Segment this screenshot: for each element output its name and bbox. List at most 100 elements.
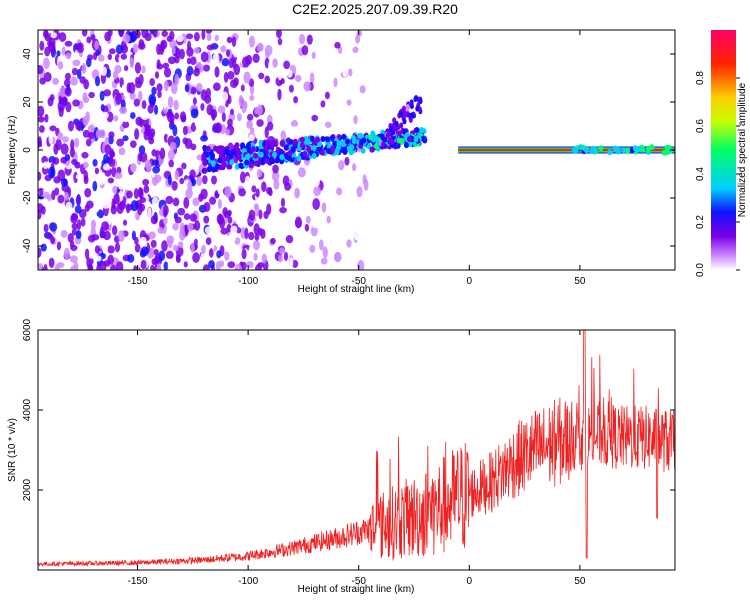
- heat-cell: [253, 152, 259, 159]
- heat-cell: [57, 61, 64, 70]
- heat-cell: [122, 219, 128, 226]
- heat-cell: [197, 239, 203, 248]
- heat-cell: [244, 227, 249, 240]
- heat-cell: [70, 76, 78, 86]
- heat-cell: [299, 33, 306, 45]
- heat-cell: [147, 207, 152, 219]
- heat-cell: [112, 185, 118, 194]
- heat-cell: [278, 148, 284, 155]
- heat-cell: [187, 40, 192, 51]
- heat-cell: [211, 166, 217, 173]
- heat-cell: [200, 89, 208, 101]
- heat-cell: [280, 130, 287, 141]
- heat-cell: [310, 225, 318, 237]
- heat-cell: [137, 187, 143, 199]
- heat-cell: [134, 243, 141, 253]
- heat-cell: [326, 215, 331, 224]
- heat-cell: [165, 195, 174, 205]
- heat-cell: [256, 168, 263, 178]
- heat-cell: [206, 104, 214, 116]
- heat-cell: [57, 194, 65, 204]
- x-tick-label: 50: [574, 576, 586, 587]
- heat-cell: [183, 213, 191, 220]
- heat-cell: [337, 200, 346, 210]
- x-tick-label: -50: [351, 576, 366, 587]
- heat-cell: [245, 54, 253, 65]
- heat-cell: [227, 209, 232, 217]
- heat-cell: [178, 260, 183, 269]
- heat-cell: [87, 131, 96, 140]
- heat-cell: [573, 147, 579, 154]
- heat-cell: [248, 161, 254, 168]
- heat-cell: [76, 68, 82, 80]
- heat-cell: [42, 30, 49, 39]
- heat-cell: [355, 208, 361, 221]
- heat-cell: [274, 157, 280, 164]
- heat-cell: [283, 60, 291, 70]
- heat-cell: [152, 30, 158, 38]
- y-tick-label: 0: [22, 147, 33, 153]
- heat-cell: [83, 170, 89, 182]
- spectrogram-ticks: -150 -100 -50 0 50 -40 -20 0 20 40: [22, 30, 675, 287]
- heat-cell: [621, 147, 627, 154]
- heat-cell: [228, 87, 236, 97]
- heat-cell: [151, 177, 159, 186]
- heat-cell: [264, 75, 271, 84]
- heat-cell: [60, 178, 68, 187]
- heat-cell: [236, 154, 242, 161]
- heat-cell: [287, 149, 293, 156]
- heat-cell: [163, 80, 169, 92]
- heat-cell: [625, 147, 631, 154]
- heat-cell: [163, 133, 169, 143]
- heat-cell: [302, 119, 310, 132]
- heat-cell: [38, 125, 45, 133]
- heat-cell: [192, 197, 200, 207]
- heat-cell: [268, 157, 274, 164]
- heat-cell: [169, 118, 175, 127]
- heat-cell: [95, 49, 100, 57]
- heat-cell: [199, 63, 204, 74]
- heat-cell: [158, 67, 163, 77]
- heat-cell: [258, 209, 263, 220]
- heat-cell: [284, 182, 291, 191]
- heat-cell: [329, 249, 334, 257]
- heat-cell: [71, 67, 79, 76]
- heat-cell: [252, 53, 260, 63]
- heat-cell: [310, 263, 317, 270]
- heat-cell: [102, 242, 108, 254]
- heat-cell: [103, 260, 111, 267]
- heat-cell: [126, 190, 133, 199]
- heat-cell: [263, 144, 269, 151]
- heat-cell: [56, 50, 61, 57]
- heat-cell: [321, 202, 327, 213]
- heat-cell: [403, 111, 408, 118]
- heat-cell: [160, 40, 165, 53]
- heat-cell: [109, 48, 116, 55]
- heat-cell: [38, 89, 43, 99]
- heat-cell: [71, 228, 77, 236]
- x-tick-label: -100: [238, 276, 258, 287]
- heat-cell: [355, 34, 361, 44]
- heat-cell: [272, 151, 278, 158]
- x-tick-label: 50: [574, 276, 586, 287]
- heat-cell: [205, 145, 211, 152]
- spectrogram-ylabel: Frequency (Hz): [7, 116, 18, 185]
- heat-cell: [38, 247, 42, 258]
- heat-cell: [179, 229, 186, 241]
- heat-cell: [83, 79, 90, 90]
- heat-cell: [220, 227, 229, 235]
- heat-cell: [264, 126, 269, 139]
- heat-cell: [246, 261, 254, 269]
- heat-cell: [73, 261, 79, 270]
- heat-cell: [291, 125, 300, 138]
- heat-cell: [209, 154, 215, 161]
- heat-cell: [52, 157, 60, 165]
- heat-cell: [75, 230, 82, 240]
- heat-cell: [183, 197, 190, 209]
- heat-cell: [88, 91, 95, 99]
- heat-cell: [98, 177, 105, 186]
- heat-cell: [371, 136, 377, 143]
- heat-cell: [205, 30, 213, 35]
- heat-cell: [170, 82, 178, 95]
- heat-cell: [51, 190, 56, 201]
